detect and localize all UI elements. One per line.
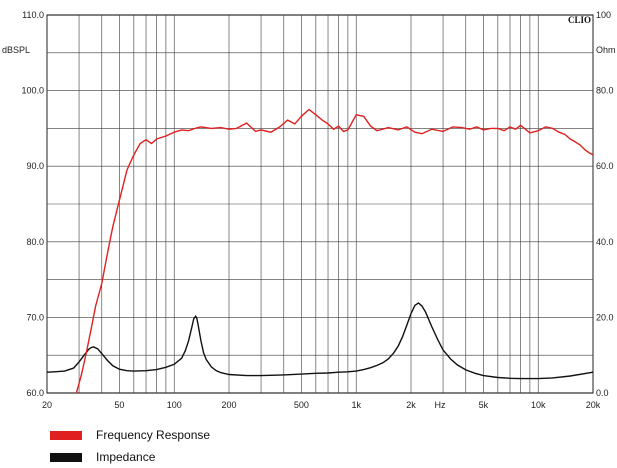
x-tick-label: 2k	[406, 400, 416, 410]
y2-tick-label: 60.0	[596, 161, 614, 171]
brand-logo: CLIO	[568, 15, 591, 25]
y2-tick-label: 40.0	[596, 237, 614, 247]
x-tick-label: 100	[167, 400, 182, 410]
x-tick-label: 20k	[586, 400, 601, 410]
legend-item-frequency-response: Frequency Response	[50, 424, 210, 446]
y-tick-label: 70.0	[26, 312, 44, 322]
y2-tick-labels: 0.0 20.0 40.0 60.0 80.0 100	[596, 10, 614, 398]
x-tick-label: 1k	[351, 400, 361, 410]
x-tick-label: 200	[221, 400, 236, 410]
legend-swatch-frequency-response	[50, 430, 82, 440]
y-tick-label: 60.0	[26, 388, 44, 398]
y-tick-label: 100.0	[21, 86, 44, 96]
y2-tick-label: 100	[596, 10, 611, 20]
legend-label-frequency-response: Frequency Response	[96, 428, 211, 442]
y2-tick-label: 20.0	[596, 312, 614, 322]
x-tick-labels: 20 50 100 200 500 1k 2k 5k 10k 20k	[42, 400, 601, 410]
horizontal-grid	[47, 52, 593, 356]
legend-label-impedance: Impedance	[96, 450, 156, 464]
x-tick-label: 50	[114, 400, 124, 410]
y2-tick-label: 0.0	[596, 388, 609, 398]
x-tick-label: 10k	[531, 400, 546, 410]
series-line-impedance	[46, 302, 594, 380]
x-tick-label: 5k	[479, 400, 489, 410]
y2-tick-label: 80.0	[596, 86, 614, 96]
y2-axis-label: Ohm	[596, 45, 616, 55]
legend-swatch-impedance	[50, 452, 82, 462]
x-tick-label: 20	[42, 400, 52, 410]
y-tick-label: 80.0	[26, 237, 44, 247]
y-tick-label: 110.0	[22, 10, 44, 20]
frequency-impedance-chart: 20 50 100 200 500 1k 2k 5k 10k 20k 60.0 70.0 80.0 90…	[2, 10, 616, 410]
x-unit-label: Hz	[435, 400, 446, 410]
legend: Frequency Response Impedance	[50, 424, 210, 468]
series-line-frequency-response	[75, 108, 594, 394]
y-axis-label: dBSPL	[2, 45, 30, 55]
x-tick-label: 500	[294, 400, 309, 410]
legend-item-impedance: Impedance	[50, 446, 210, 468]
y-tick-labels: 60.0 70.0 80.0 90.0 100.0 110.0	[21, 10, 44, 398]
y-tick-label: 90.0	[26, 161, 44, 171]
